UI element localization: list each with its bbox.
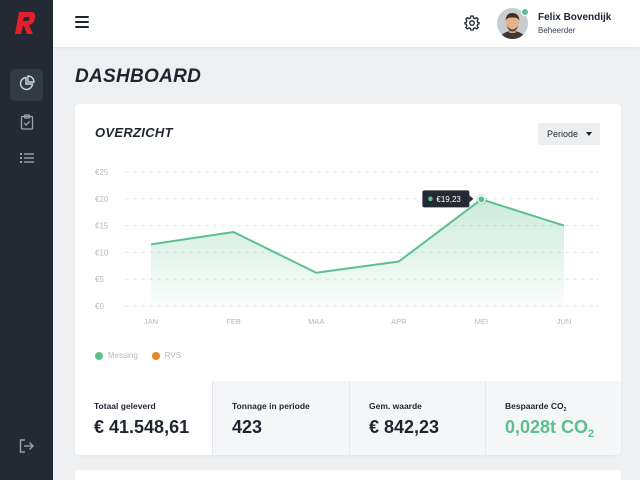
legend-swatch xyxy=(95,351,103,360)
user-name: Felix Bovendijk xyxy=(538,12,612,23)
x-tick-label: JUN xyxy=(557,317,572,326)
user-role: Beheerder xyxy=(538,26,576,35)
stat-average-value[interactable]: Gem. waarde € 842,23 xyxy=(349,381,485,455)
stat-value: € 41.548,61 xyxy=(94,417,190,437)
logout-button[interactable] xyxy=(10,432,43,464)
legend-label: RVS xyxy=(164,351,182,360)
tooltip-label: €19,23 xyxy=(436,195,461,204)
tooltip-arrow xyxy=(469,195,474,203)
tooltip-box xyxy=(422,190,470,208)
stat-total-delivered[interactable]: Totaal geleverd € 41.548,61 xyxy=(75,381,212,455)
stat-value: 0,028t CO2 xyxy=(505,417,594,440)
logout-icon xyxy=(19,438,34,458)
y-tick-label: €5 xyxy=(95,275,104,284)
tooltip-swatch xyxy=(428,196,433,202)
y-tick-label: €10 xyxy=(95,248,109,257)
clipboard-check-icon xyxy=(20,113,34,135)
legend-item[interactable]: Messing xyxy=(95,351,138,360)
brand-logo[interactable] xyxy=(14,10,38,36)
legend-swatch xyxy=(151,351,160,360)
x-tick-label: JAN xyxy=(144,317,158,326)
stat-value: € 842,23 xyxy=(369,417,440,437)
overview-card: OVERZICHT Periode €0 €5 €10 €15 €20 €25 JAN FE… xyxy=(75,104,621,455)
stat-tonnage[interactable]: Tonnage in periode 423 xyxy=(212,381,349,455)
sidebar-item-dashboard[interactable] xyxy=(10,69,43,101)
online-status-indicator xyxy=(521,8,529,16)
series-line xyxy=(150,198,565,274)
hamburger-icon[interactable] xyxy=(75,16,89,29)
y-tick-label: €0 xyxy=(95,302,104,311)
period-label: Periode xyxy=(547,129,579,139)
avatar[interactable] xyxy=(497,8,528,39)
stat-value: 423 xyxy=(232,417,263,437)
stat-label: Tonnage in periode xyxy=(232,401,310,411)
legend-item[interactable]: RVS xyxy=(151,351,182,360)
highlight-point xyxy=(477,195,486,204)
sidebar-item-list[interactable] xyxy=(10,144,43,176)
sidebar xyxy=(0,0,53,480)
x-tick-label: MEI xyxy=(475,317,488,326)
chart-legend: Messing RVS xyxy=(95,351,181,360)
stat-label: Totaal geleverd xyxy=(94,401,156,411)
stat-label: Bespaarde CO2 xyxy=(505,401,566,413)
stat-label-main: Bespaarde CO xyxy=(505,401,564,411)
sidebar-item-tasks[interactable] xyxy=(10,108,43,140)
legend-label: Messing xyxy=(108,351,138,360)
top-bar: Felix Bovendijk Beheerder xyxy=(53,0,640,47)
x-tick-label: APR xyxy=(391,317,407,326)
x-tick-label: FEB xyxy=(226,317,241,326)
stat-label: Gem. waarde xyxy=(369,401,422,411)
y-tick-label: €20 xyxy=(95,195,109,204)
overview-title: OVERZICHT xyxy=(95,125,173,140)
x-tick-label: MAA xyxy=(308,317,324,326)
y-tick-label: €15 xyxy=(95,222,109,231)
caret-down-icon xyxy=(586,132,592,136)
page-title: DASHBOARD xyxy=(75,66,202,87)
stat-value-main: 0,028t CO xyxy=(505,417,589,437)
secondary-card xyxy=(75,470,621,480)
stats-row: Totaal geleverd € 41.548,61 Tonnage in p… xyxy=(75,381,621,455)
pie-chart-icon xyxy=(19,74,35,96)
series-area xyxy=(151,199,564,306)
list-icon xyxy=(19,151,34,169)
gear-icon[interactable] xyxy=(464,15,480,31)
chart-tooltip: €19,23 xyxy=(422,190,474,208)
overview-chart: €0 €5 €10 €15 €20 €25 JAN FEB MAA APR MEI JUN €19,… xyxy=(95,168,599,326)
y-tick-label: €25 xyxy=(95,168,109,177)
stat-label-subscript: 2 xyxy=(563,406,567,413)
stat-value-subscript: 2 xyxy=(588,427,595,440)
period-dropdown[interactable]: Periode xyxy=(538,123,600,145)
stat-co2-saved[interactable]: Bespaarde CO2 0,028t CO2 xyxy=(485,381,621,455)
